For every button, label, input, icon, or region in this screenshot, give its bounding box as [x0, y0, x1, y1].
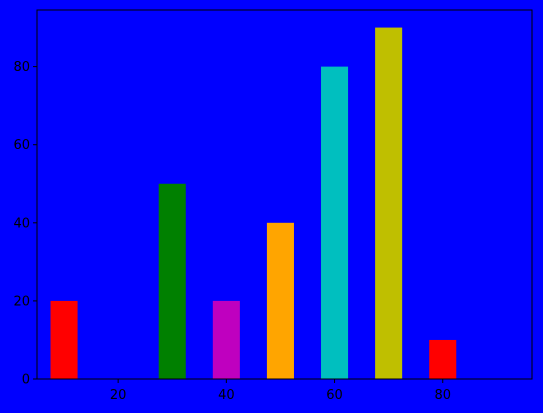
bar-80 [429, 339, 457, 379]
x-tick-label: 60 [326, 388, 343, 403]
bar-70 [375, 27, 403, 379]
y-tick-label: 40 [13, 216, 30, 231]
x-tick-label: 80 [434, 388, 451, 403]
y-tick-label: 20 [13, 294, 30, 309]
y-axis: 0 20 40 60 80 [13, 60, 37, 388]
axes-frame [36, 9, 533, 380]
x-axis: 20 40 60 80 [110, 379, 451, 403]
x-tick-label: 20 [110, 388, 127, 403]
x-tick-label: 40 [218, 388, 235, 403]
bars-group [50, 27, 457, 379]
bar-50 [266, 222, 294, 379]
bar-40 [212, 300, 240, 379]
bar-30 [158, 183, 186, 379]
bar-10 [50, 300, 78, 379]
y-tick-label: 80 [13, 60, 30, 75]
bar-60 [321, 66, 349, 379]
y-tick-label: 60 [13, 138, 30, 153]
y-tick-label: 0 [22, 373, 30, 388]
